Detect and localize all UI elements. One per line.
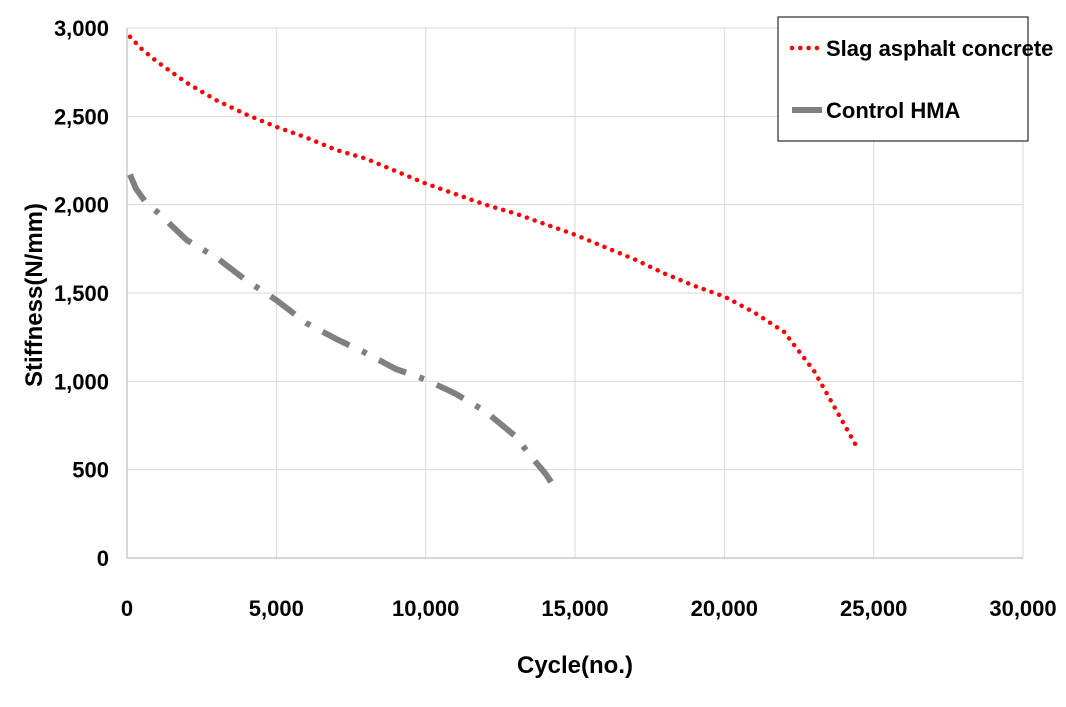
legend-label-slag: Slag asphalt concrete bbox=[826, 36, 1053, 61]
series-line-slag-asphalt-concrete bbox=[127, 34, 861, 453]
x-tick-label: 5,000 bbox=[249, 596, 304, 621]
x-tick-label: 25,000 bbox=[840, 596, 907, 621]
data-series bbox=[127, 34, 861, 484]
x-tick-label: 20,000 bbox=[691, 596, 758, 621]
y-tick-labels: 0 500 1,000 1,500 2,000 2,500 3,000 bbox=[54, 16, 109, 571]
y-tick-label: 1,500 bbox=[54, 281, 109, 306]
grid-lines bbox=[127, 27, 1024, 558]
x-tick-label: 30,000 bbox=[989, 596, 1056, 621]
axes bbox=[126, 28, 1023, 559]
legend-box bbox=[777, 16, 1029, 142]
x-tick-label: 10,000 bbox=[392, 596, 459, 621]
x-tick-label: 15,000 bbox=[541, 596, 608, 621]
legend-label-control-hma: Control HMA bbox=[826, 98, 961, 123]
y-tick-label: 0 bbox=[97, 546, 109, 571]
y-tick-label: 500 bbox=[72, 458, 109, 483]
y-tick-label: 2,000 bbox=[54, 193, 109, 218]
series-line-control-hma bbox=[127, 173, 554, 484]
legend: Slag asphalt concrete Control HMA bbox=[777, 16, 1053, 142]
x-axis-title: Cycle(no.) bbox=[517, 652, 633, 679]
y-tick-label: 3,000 bbox=[54, 16, 109, 41]
y-tick-label: 2,500 bbox=[54, 104, 109, 129]
y-tick-label: 1,000 bbox=[54, 369, 109, 394]
x-tick-label: 0 bbox=[121, 596, 133, 621]
x-tick-labels: 0 5,000 10,000 15,000 20,000 25,000 30,000 bbox=[121, 596, 1057, 621]
y-axis-title: Stiffness(N/mm) bbox=[21, 203, 48, 387]
